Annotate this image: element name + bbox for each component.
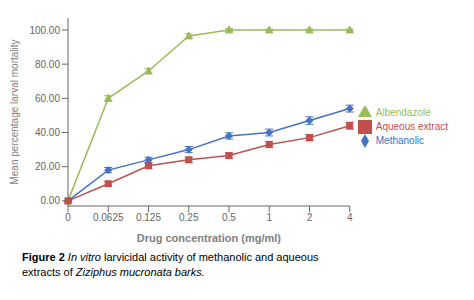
svg-text:0.5: 0.5 — [222, 212, 236, 223]
svg-text:80.00: 80.00 — [35, 59, 60, 70]
svg-text:100.00: 100.00 — [29, 25, 60, 36]
svg-text:2: 2 — [307, 212, 313, 223]
svg-text:0.125: 0.125 — [136, 212, 161, 223]
svg-text:0.0625: 0.0625 — [93, 212, 124, 223]
svg-text:0.25: 0.25 — [179, 212, 199, 223]
svg-text:Mean percentage larval mortali: Mean percentage larval mortality — [9, 39, 20, 184]
svg-text:40.00: 40.00 — [35, 127, 60, 138]
svg-text:0.00: 0.00 — [41, 195, 61, 206]
html-text:Aqueous extract: Aqueous extract — [375, 120, 448, 132]
svg-text:Drug concentration (mg/ml): Drug concentration (mg/ml) — [137, 232, 282, 244]
svg-text:20.00: 20.00 — [35, 161, 60, 172]
svg-text:1: 1 — [266, 212, 272, 223]
svg-text:4: 4 — [347, 212, 353, 223]
html-text:extracts of Ziziphus mucronata: extracts of Ziziphus mucronata barks. — [22, 266, 205, 278]
html-text:Albendazole: Albendazole — [375, 106, 431, 118]
html-text:Figure 2 In vitro larvicidal a: Figure 2 In vitro larvicidal activity of… — [22, 251, 319, 263]
svg-text:60.00: 60.00 — [35, 93, 60, 104]
svg-text:0: 0 — [65, 212, 71, 223]
html-text:Methanolic: Methanolic — [375, 134, 425, 146]
